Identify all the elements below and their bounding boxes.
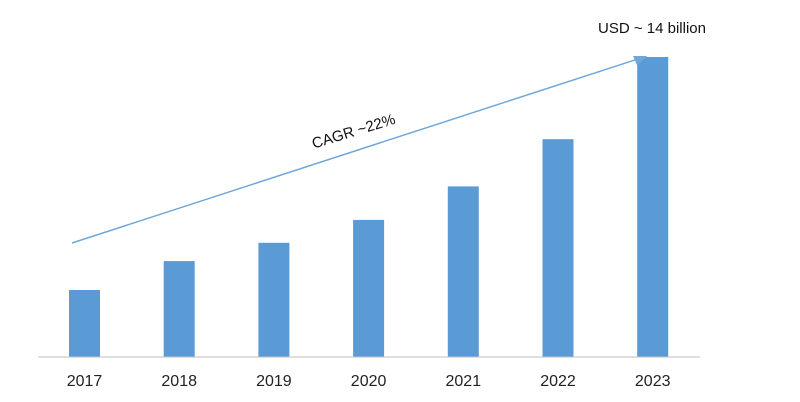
bar-2018: [163, 261, 195, 357]
cagr-label: CAGR ~22%: [310, 111, 397, 152]
x-tick-2020: 2020: [351, 373, 387, 390]
x-tick-2023: 2023: [635, 373, 671, 390]
x-tick-labels: 2017 2018 2019 2020 2021 2022 2023: [67, 373, 671, 390]
bar-2022: [542, 139, 574, 357]
bar-2021: [447, 186, 479, 357]
x-tick-2019: 2019: [256, 373, 292, 390]
bar-2017: [69, 290, 100, 357]
bars-group: [69, 57, 669, 357]
x-tick-2022: 2022: [540, 373, 576, 390]
x-tick-2017: 2017: [67, 373, 103, 390]
bar-2019: [258, 242, 290, 357]
trend-arrow-head: [633, 56, 647, 65]
x-tick-2018: 2018: [161, 373, 197, 390]
trend-arrow-line: [71, 56, 645, 244]
cagr-trend-arrow: [71, 56, 647, 244]
bar-2023: [637, 57, 669, 357]
x-tick-2021: 2021: [446, 373, 482, 390]
end-value-label: USD ~ 14 billion: [598, 20, 706, 37]
bar-2020: [353, 219, 385, 357]
